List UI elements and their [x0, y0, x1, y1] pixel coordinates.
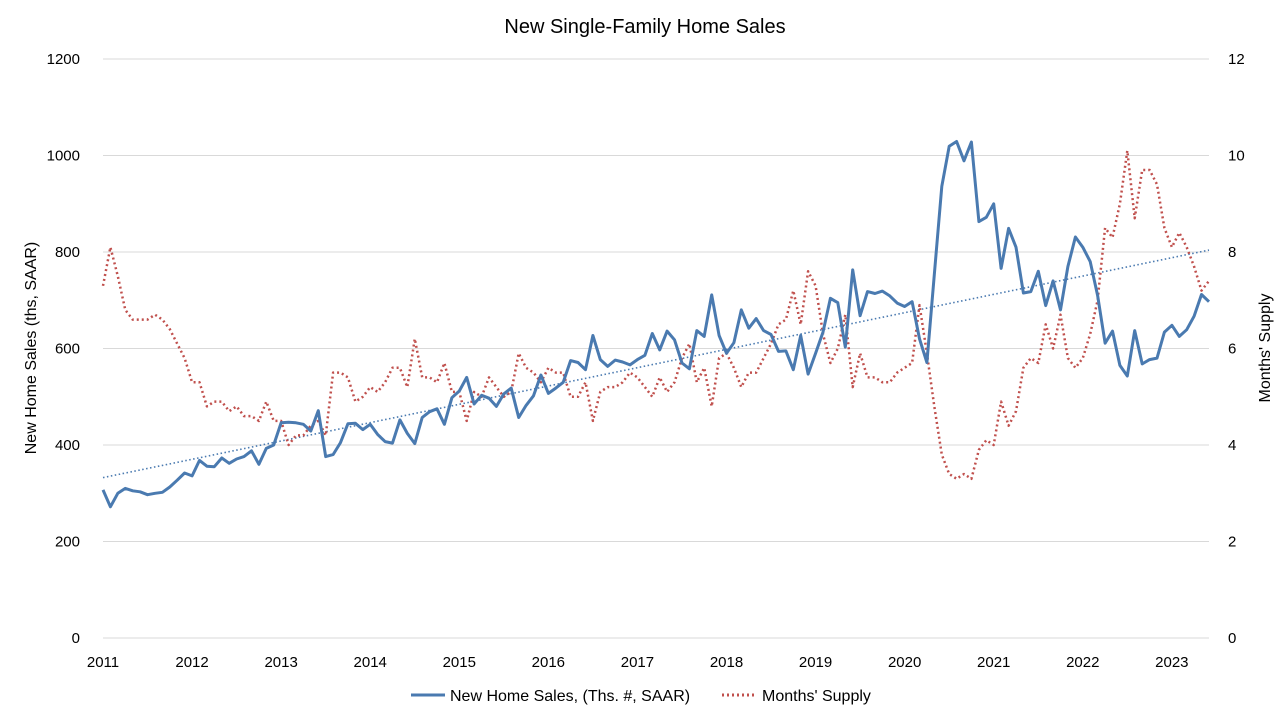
legend-label-supply: Months' Supply	[762, 688, 871, 705]
y-right-tick-label: 12	[1228, 51, 1245, 68]
x-tick-label: 2014	[354, 654, 387, 671]
x-tick-label: 2019	[799, 654, 832, 671]
y-left-tick-label: 800	[55, 244, 80, 261]
y-right-tick-label: 0	[1228, 630, 1236, 647]
x-tick-label: 2017	[621, 654, 654, 671]
y-right-tick-label: 10	[1228, 148, 1245, 165]
plot-area	[101, 140, 1211, 509]
x-tick-label: 2011	[87, 654, 119, 671]
y-right-tick-label: 6	[1228, 341, 1236, 358]
x-tick-label: 2022	[1066, 654, 1099, 671]
x-tick-label: 2016	[532, 654, 565, 671]
y-left-tick-label: 400	[55, 437, 80, 454]
y-left-tick-label: 1000	[47, 148, 80, 165]
y-left-tick-labels: 0 200 400 600 800 1000 1200	[47, 51, 80, 647]
x-tick-label: 2021	[977, 654, 1010, 671]
gridlines	[103, 58, 1209, 639]
y-left-tick-label: 1200	[47, 51, 80, 68]
y-left-tick-label: 0	[72, 630, 80, 647]
y-right-tick-labels: 0 2 4 6 8 10 12	[1228, 51, 1245, 647]
x-tick-label: 2023	[1155, 654, 1188, 671]
x-tick-label: 2018	[710, 654, 743, 671]
series-line-months-supply	[101, 149, 1210, 481]
x-tick-label: 2020	[888, 654, 921, 671]
trendline	[102, 249, 1210, 479]
legend: New Home Sales, (Ths. #, SAAR) Months' S…	[411, 688, 871, 705]
y-right-tick-label: 8	[1228, 244, 1236, 261]
x-tick-label: 2013	[264, 654, 297, 671]
x-tick-labels: 2011 2012 2013 2014 2015 2016 2017 2018 2019 2020…	[87, 654, 1189, 671]
y-right-axis-title: Months' Supply	[1257, 294, 1274, 403]
y-right-tick-label: 2	[1228, 534, 1236, 551]
y-right-tick-label: 4	[1228, 437, 1236, 454]
x-tick-label: 2012	[175, 654, 208, 671]
series-line-new-home-sales	[101, 140, 1211, 509]
y-left-tick-label: 200	[55, 534, 80, 551]
y-left-tick-label: 600	[55, 341, 80, 358]
x-tick-label: 2015	[443, 654, 476, 671]
chart-title: New Single-Family Home Sales	[504, 16, 785, 38]
legend-label-sales: New Home Sales, (Ths. #, SAAR)	[450, 688, 690, 705]
y-left-axis-title: New Home Sales (ths, SAAR)	[23, 242, 40, 455]
